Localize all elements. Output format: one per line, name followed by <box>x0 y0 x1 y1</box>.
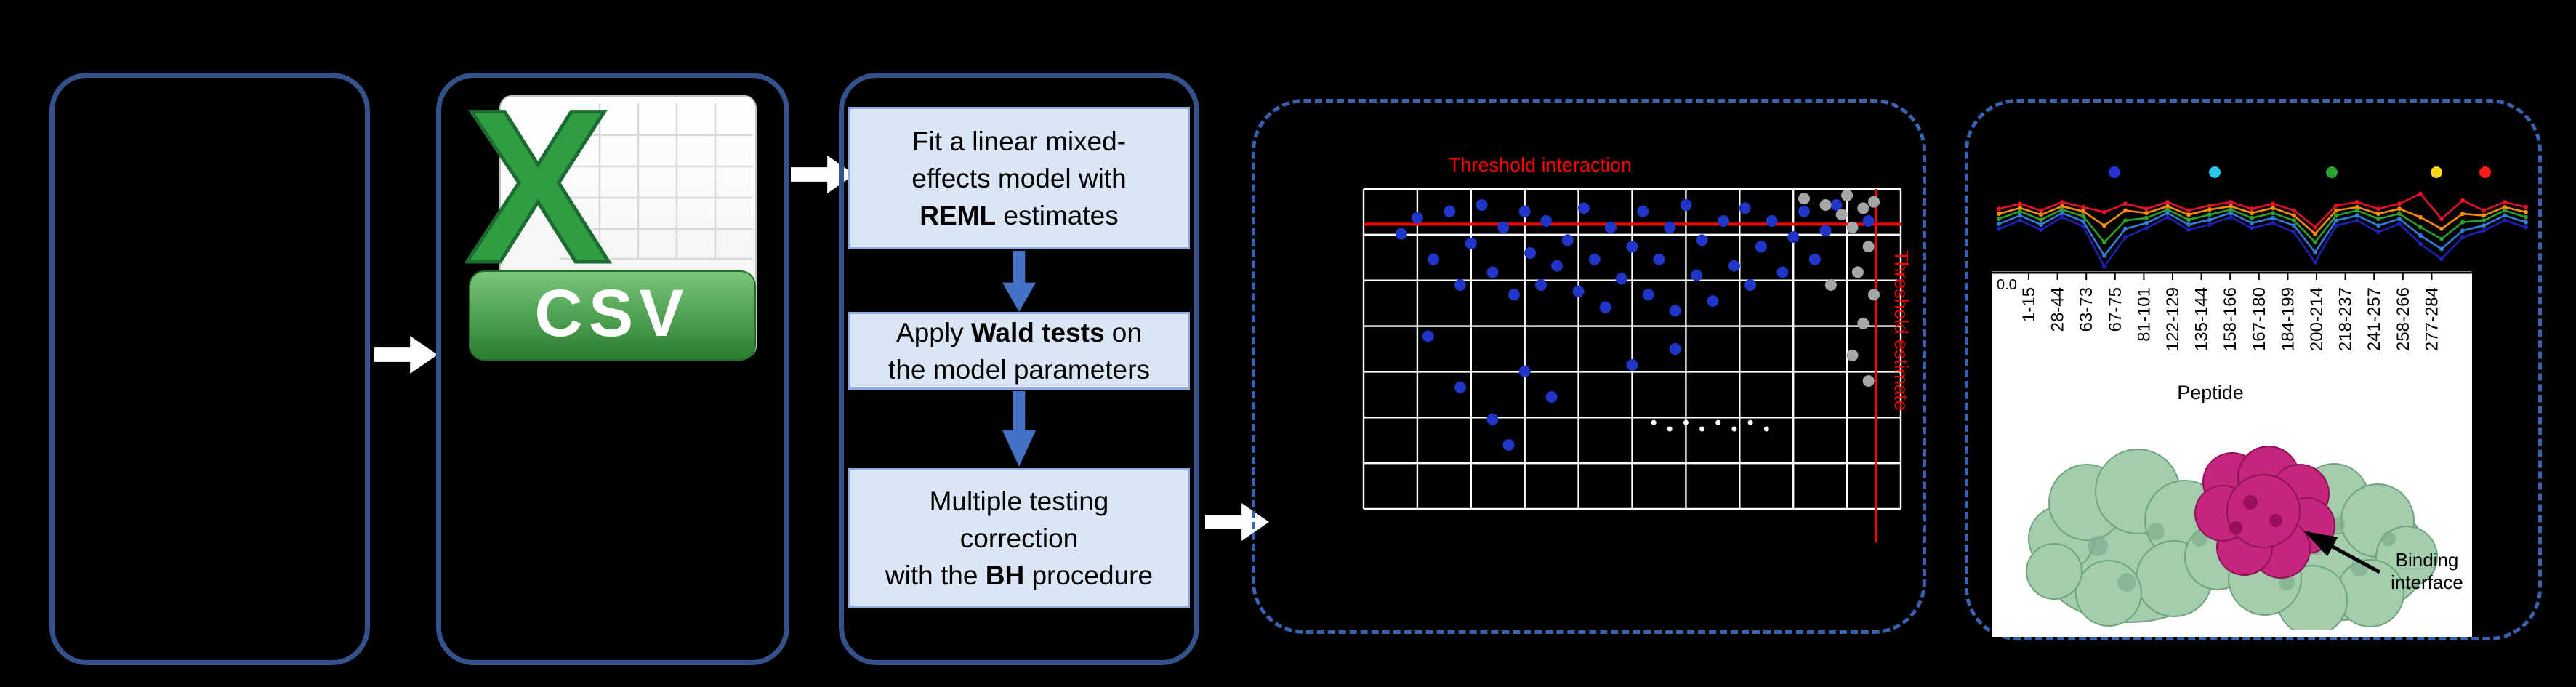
protein-surface-texture <box>2088 517 2396 592</box>
threshold-scatter-plot: Threshold interaction Threshold estimate <box>1362 154 1912 542</box>
svg-text:258-266: 258-266 <box>2394 287 2413 351</box>
svg-text:1-15: 1-15 <box>2019 287 2039 322</box>
results-box-thresholds: Threshold interaction Threshold estimate <box>1252 99 1926 634</box>
binding-arrow <box>2303 531 2381 574</box>
peptide-axis-label: Peptide <box>2177 382 2244 403</box>
step3-pre: with the <box>885 560 986 590</box>
svg-text:218-237: 218-237 <box>2336 287 2356 351</box>
step-bh-correction: Multiple testing correction with the BH … <box>848 468 1190 608</box>
y-axis-tick: 0.0 <box>1997 277 2017 293</box>
step2-pre: Apply <box>896 317 971 347</box>
svg-text:277-284: 277-284 <box>2422 287 2442 351</box>
peptide-panel: 1-15 28-44 63-73 67-75 81-101 122-129 135-144 1… <box>1992 271 2472 637</box>
step-arrow-2 <box>1002 391 1036 467</box>
results-box-peptides: 1-15 28-44 63-73 67-75 81-101 122-129 135-144 1… <box>1965 99 2542 640</box>
svg-text:Threshold interaction: Threshold interaction <box>1449 154 1632 176</box>
csv-label: CSV <box>534 276 689 350</box>
svg-text:81-101: 81-101 <box>2134 287 2154 342</box>
step2-line2: the model parameters <box>888 354 1150 385</box>
binding-site-texture <box>2229 495 2282 534</box>
svg-text:67-75: 67-75 <box>2106 287 2125 332</box>
svg-text:135-144: 135-144 <box>2192 287 2212 351</box>
binding-caption-line2: interface <box>2391 571 2463 594</box>
svg-text:158-166: 158-166 <box>2221 287 2240 351</box>
svg-text:200-214: 200-214 <box>2307 287 2327 351</box>
binding-interface-caption: Binding interface <box>2382 549 2472 594</box>
svg-text:Threshold estimate: Threshold estimate <box>1891 250 1912 411</box>
csv-banner <box>469 270 756 361</box>
step3-line2: correction <box>959 523 1079 553</box>
stage-box-raw-data <box>49 73 370 665</box>
binding-caption-line1: Binding <box>2395 549 2459 571</box>
svg-text:63-73: 63-73 <box>2077 287 2096 332</box>
svg-text:122-129: 122-129 <box>2163 287 2183 351</box>
stage-box-model: Fit a linear mixed- effects model with R… <box>839 73 1199 665</box>
step3-line1: Multiple testing <box>929 486 1109 516</box>
svg-text:167-180: 167-180 <box>2250 287 2269 351</box>
step-arrow-1 <box>1002 251 1036 312</box>
step2-bold: Wald tests <box>970 317 1105 347</box>
csv-file-icon: X CSV <box>465 93 757 361</box>
step1-bold: REML <box>919 200 997 230</box>
step1-line2: effects model with <box>911 163 1127 193</box>
step1-line3: estimates <box>996 200 1119 230</box>
peptide-profile-chart <box>1997 166 2528 269</box>
step-wald-tests: Apply Wald tests on the model parameters <box>848 312 1190 390</box>
step-fit-model: Fit a linear mixed- effects model with R… <box>848 107 1190 249</box>
protein-structure <box>2026 446 2438 630</box>
step1-line1: Fit a linear mixed- <box>911 126 1127 156</box>
svg-text:241-257: 241-257 <box>2364 287 2384 351</box>
peptide-axis: 1-15 28-44 63-73 67-75 81-101 122-129 135-144 1… <box>1992 271 2472 351</box>
step2-post: on <box>1104 317 1142 347</box>
spreadsheet-grid <box>560 103 753 260</box>
step3-post: procedure <box>1024 560 1154 590</box>
svg-text:28-44: 28-44 <box>2048 287 2068 332</box>
stage-box-csv: X CSV <box>436 73 789 665</box>
step3-bold: BH <box>985 560 1025 590</box>
svg-text:184-199: 184-199 <box>2278 287 2298 351</box>
flow-arrow-1 <box>374 336 438 374</box>
